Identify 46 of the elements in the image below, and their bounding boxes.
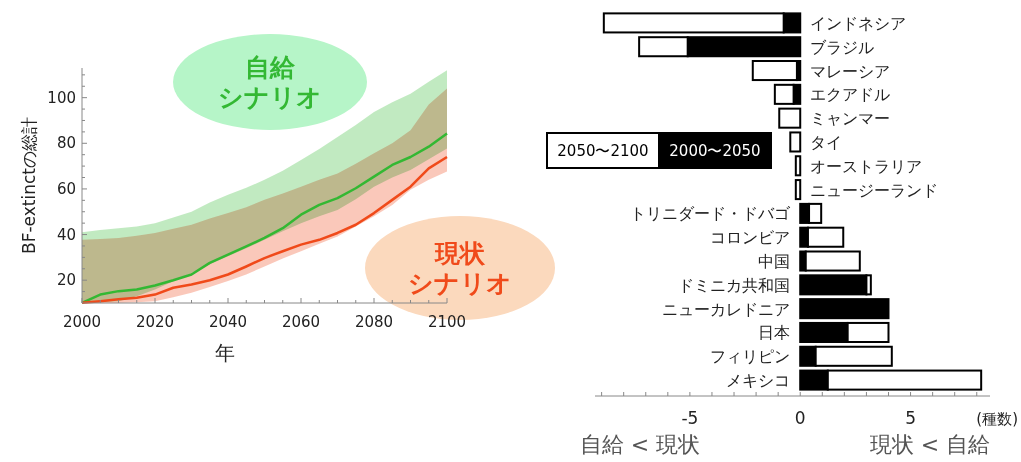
y-tick-label: 60: [56, 179, 76, 198]
y-tick-label: トリニダード・ドバゴ: [630, 204, 792, 224]
bar: [794, 179, 802, 201]
text: 2050〜2100: [557, 142, 649, 160]
y-tick-label: ブラジル: [810, 37, 875, 57]
bar: [778, 107, 802, 129]
x-tick-label: 5: [905, 408, 916, 428]
y-axis-title: BF-extinctの総計: [19, 117, 39, 254]
x-tick-label: 2060: [281, 313, 321, 331]
y-tick-label: 40: [56, 225, 76, 244]
bar: [751, 60, 798, 82]
y-tick-label: 20: [56, 271, 76, 290]
x-tick-label: 2020: [135, 313, 175, 331]
y-tick-label: コロンビア: [710, 228, 791, 248]
x-tick-label: 0: [794, 408, 806, 428]
series-label: 現状シナリオ: [408, 239, 512, 298]
y-tick-label: メキシコ: [726, 371, 791, 391]
y-tick-label: インドネシア: [810, 13, 907, 33]
y-tick-label: ニュージーランド: [810, 180, 939, 200]
x-tick-label: 2040: [208, 313, 248, 331]
text: 2000〜2050: [669, 142, 761, 160]
y-tick-label: タイ: [810, 132, 843, 152]
bar: [789, 131, 802, 153]
y-tick-label: 100: [47, 88, 76, 107]
y-tick-label: 中国: [758, 252, 791, 272]
y-tick-label: ミャンマー: [810, 109, 891, 129]
y-tick-label: 80: [56, 134, 76, 153]
bar: [799, 298, 890, 320]
bar: [799, 274, 868, 296]
text: 自給シナリオ: [218, 53, 322, 112]
x-tick-label: -5: [681, 408, 699, 428]
y-tick-label: ニューカレドニア: [662, 299, 791, 319]
text: 現状 < 自給: [869, 432, 991, 457]
x-axis-title: (種数): [976, 410, 1018, 428]
y-tick-label: 日本: [758, 323, 791, 343]
x-tick-label: 2000: [62, 313, 102, 331]
y-tick-label: オーストラリア: [810, 156, 923, 176]
x-axis-title: 年: [214, 341, 235, 365]
x-tick-label: 2100: [427, 313, 467, 331]
y-tick-label: ドミニカ共和国: [678, 275, 791, 295]
text: 自給 < 現状: [579, 432, 701, 457]
y-tick-label: マレーシア: [810, 61, 891, 81]
y-tick-label: エクアドル: [810, 85, 891, 105]
x-tick-label: 2080: [354, 313, 394, 331]
y-tick-label: フィリピン: [710, 347, 791, 367]
bar: [794, 155, 802, 177]
